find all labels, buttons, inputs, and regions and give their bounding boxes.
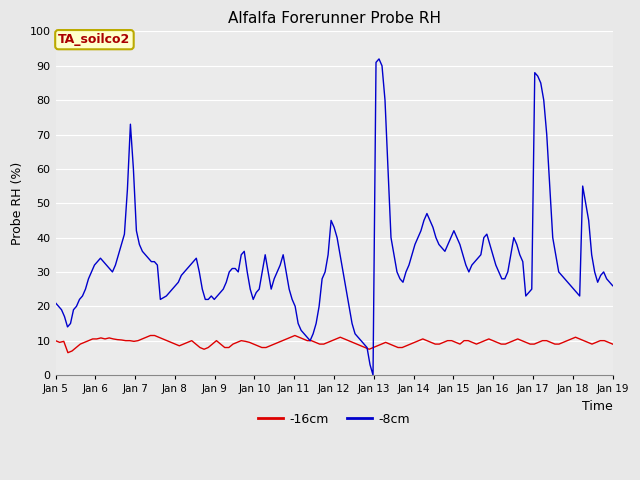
X-axis label: Time: Time	[582, 399, 612, 413]
Title: Alfalfa Forerunner Probe RH: Alfalfa Forerunner Probe RH	[228, 11, 440, 26]
Text: TA_soilco2: TA_soilco2	[58, 33, 131, 46]
Legend: -16cm, -8cm: -16cm, -8cm	[253, 408, 415, 431]
Y-axis label: Probe RH (%): Probe RH (%)	[11, 162, 24, 245]
